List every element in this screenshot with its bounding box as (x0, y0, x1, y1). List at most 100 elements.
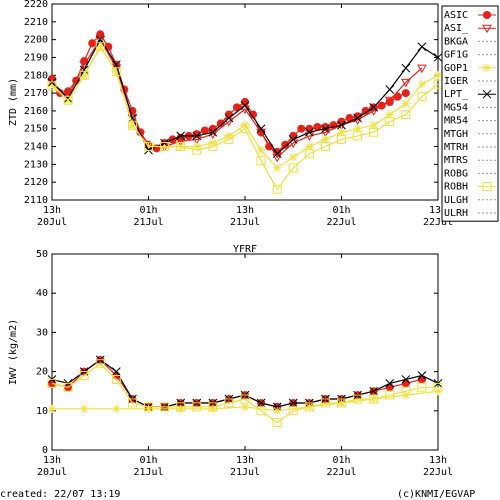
data-point (79, 371, 89, 381)
data-point (111, 367, 121, 376)
ztd-chart: 2110 2120 2130 2140 2150 2160 2170 2180 2190 2200… (8, 0, 499, 228)
data-point (112, 404, 121, 413)
y-tick-label: 50 (36, 249, 48, 260)
data-point (353, 113, 362, 123)
data-point (192, 131, 202, 141)
data-point (401, 375, 411, 384)
data-point (249, 110, 258, 119)
data-point (288, 406, 298, 416)
legend-label: ASI_ (444, 23, 469, 34)
data-point (401, 99, 410, 108)
y-tick-label: 30 (36, 327, 48, 338)
legend-label: ROBH (444, 182, 468, 193)
data-point (80, 57, 89, 66)
data-point (224, 398, 234, 408)
data-point (176, 142, 186, 152)
data-point (79, 70, 89, 80)
legend-label: ULRH (444, 208, 468, 219)
data-point (417, 80, 426, 89)
data-point (240, 101, 250, 110)
data-point (273, 406, 282, 415)
data-point (47, 78, 57, 88)
data-point (272, 149, 282, 159)
y-tick-label: 2140 (24, 142, 48, 153)
x-tick-label: 01h (332, 205, 350, 216)
data-point (127, 398, 137, 408)
data-point (385, 390, 395, 400)
data-point (337, 398, 346, 407)
data-point (241, 98, 249, 106)
legend-marker (482, 24, 492, 34)
data-point (48, 80, 56, 89)
y-tick-label: 2130 (24, 159, 48, 170)
x-tick-label: 21Jul (133, 217, 163, 228)
data-point (304, 149, 314, 159)
data-point (369, 395, 378, 404)
data-point (257, 146, 266, 155)
iwv-chart: 0102030405013h20Jul01h21Jul13h21Jul01h22… (8, 244, 453, 478)
data-point (385, 85, 395, 94)
data-point (369, 127, 379, 137)
x-tick-label: 13h (429, 455, 447, 466)
legend-box (441, 5, 499, 222)
data-point (95, 359, 105, 369)
x-tick-label: 21Jul (230, 217, 260, 228)
legend-label: MG54 (444, 102, 468, 113)
data-point (305, 402, 314, 411)
legend-label: ROBG (444, 168, 468, 179)
data-point (401, 63, 411, 73)
data-point (313, 122, 322, 131)
legend-label: MR54 (444, 116, 468, 127)
data-point (369, 121, 378, 130)
legend-label: GF1G (444, 50, 468, 61)
data-point (320, 142, 330, 152)
data-point (337, 120, 346, 130)
legend-marker (483, 11, 491, 19)
legend-label: LPT_ (444, 89, 469, 100)
x-tick-label: 22Jul (326, 467, 356, 478)
data-point (345, 114, 354, 123)
x-tick-label: 21Jul (133, 467, 163, 478)
data-point (224, 113, 234, 123)
data-point (63, 95, 73, 105)
data-point (305, 142, 314, 151)
x-tick-label: 01h (139, 205, 157, 216)
data-point (433, 53, 443, 62)
data-point (241, 402, 249, 411)
x-tick-label: 01h (332, 455, 350, 466)
data-point (353, 131, 363, 141)
data-point (175, 137, 186, 147)
data-point (192, 145, 202, 155)
y-axis-label: IWV (kg/m2) (8, 319, 19, 385)
data-point (63, 382, 73, 392)
series-line-lpt_ (51, 359, 439, 408)
y-tick-label: 2170 (24, 88, 48, 99)
legend-label: BKGA (444, 36, 468, 47)
data-point (417, 92, 427, 102)
data-point (434, 71, 442, 80)
data-point (321, 124, 330, 134)
legend-label: MTRS (444, 155, 468, 166)
data-point (304, 127, 314, 137)
y-tick-label: 0 (42, 445, 48, 456)
data-point (88, 39, 97, 48)
data-point (401, 89, 410, 98)
data-point (353, 394, 363, 404)
created-label: created: 22/07 13:19 (0, 489, 120, 500)
chart-title: YFRF (233, 244, 257, 255)
legend-label: MTRH (444, 142, 468, 153)
data-point (434, 387, 442, 396)
data-point (256, 398, 266, 408)
x-tick-label: 22Jul (423, 467, 453, 478)
y-tick-label: 2180 (24, 70, 48, 81)
data-point (216, 119, 225, 128)
data-point (417, 64, 427, 74)
data-point (417, 371, 427, 380)
x-tick-label: 01h (139, 455, 157, 466)
data-point (160, 402, 170, 412)
data-point (272, 418, 282, 428)
data-point (144, 404, 153, 413)
x-tick-label: 13h (236, 205, 254, 216)
data-point (297, 124, 306, 133)
data-point (401, 391, 410, 400)
